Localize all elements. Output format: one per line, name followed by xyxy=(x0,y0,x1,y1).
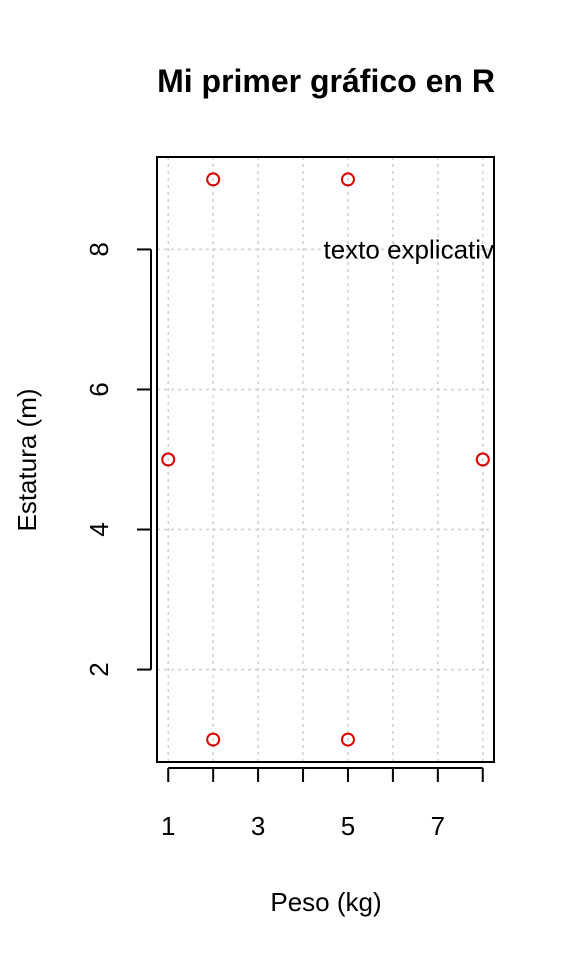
grid xyxy=(157,157,494,762)
x-tick-label: 5 xyxy=(341,811,355,841)
chart-title: Mi primer gráfico en R xyxy=(157,63,495,99)
x-axis: 1 3 5 7 xyxy=(161,767,484,841)
data-point xyxy=(206,732,221,747)
data-point xyxy=(340,732,355,747)
annotation-group: texto explicativo xyxy=(324,234,509,264)
data-point xyxy=(161,452,176,467)
y-tick-label: 4 xyxy=(84,522,114,536)
x-tick-label: 3 xyxy=(251,811,265,841)
points xyxy=(161,172,490,747)
y-axis-label: Estatura (m) xyxy=(12,388,42,531)
data-point xyxy=(340,172,355,187)
y-axis: 2 4 6 8 xyxy=(84,242,152,677)
x-axis-label: Peso (kg) xyxy=(270,887,381,917)
data-point xyxy=(206,172,221,187)
annotation-text: texto explicativo xyxy=(324,234,509,264)
y-tick-label: 6 xyxy=(84,382,114,396)
plot-frame xyxy=(156,156,495,763)
data-point xyxy=(475,452,490,467)
y-tick-label: 8 xyxy=(84,242,114,256)
x-tick-label: 1 xyxy=(161,811,175,841)
x-tick-label: 7 xyxy=(431,811,445,841)
y-tick-label: 2 xyxy=(84,662,114,676)
